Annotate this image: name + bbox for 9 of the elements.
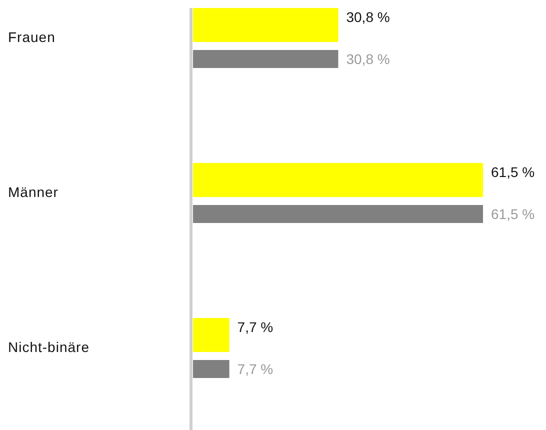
- data-label: 7,7 %: [237, 361, 274, 377]
- data-label: 61,5 %: [491, 164, 535, 180]
- y-tick-label: Nicht-binäre: [8, 339, 90, 355]
- data-label: 30,8 %: [346, 51, 390, 67]
- data-label: 7,7 %: [237, 319, 274, 335]
- y-tick-label: Frauen: [8, 29, 56, 45]
- y-tick-label: Männer: [8, 184, 58, 200]
- data-label: 30,8 %: [346, 9, 390, 25]
- data-label: 61,5 %: [491, 206, 535, 222]
